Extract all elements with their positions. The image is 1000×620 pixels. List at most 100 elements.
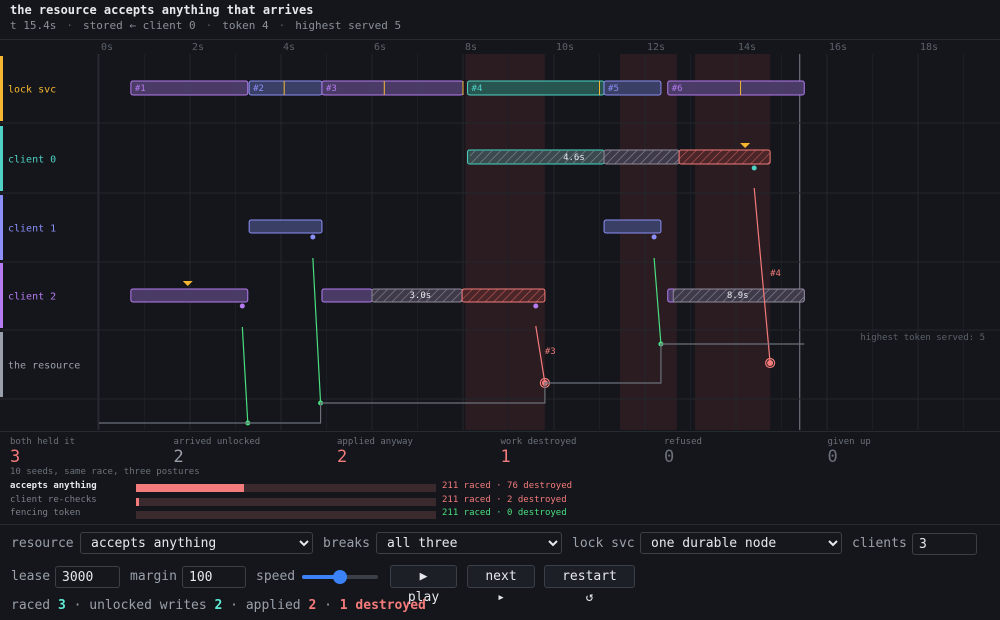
- lease-label: lease: [11, 569, 51, 584]
- speed-label: speed: [256, 569, 296, 584]
- lease-label: #2: [253, 84, 264, 94]
- write-dot: [751, 165, 757, 171]
- write-dot: [533, 303, 539, 309]
- danger-window: [695, 54, 771, 430]
- header: the resource accepts anything that arriv…: [0, 0, 1000, 40]
- stat-label: refused: [664, 437, 702, 447]
- axis-tick-label: 2s: [192, 42, 204, 53]
- stat-block: given up 0: [828, 437, 871, 467]
- locksvc-select[interactable]: one durable node: [640, 532, 842, 554]
- axis-tick-label: 16s: [829, 42, 847, 53]
- separator: ·: [205, 19, 213, 32]
- stat-label: work destroyed: [500, 437, 577, 447]
- danger-window: [465, 54, 545, 430]
- stat-value: 2: [173, 447, 184, 467]
- lane-label: lock svc: [8, 85, 56, 96]
- lane-label: client 1: [8, 224, 56, 235]
- danger-window: [619, 54, 677, 430]
- client2-pause-expired-bar: [461, 288, 546, 303]
- locksvc-label: lock svc: [572, 536, 635, 551]
- speed-slider[interactable]: [302, 570, 378, 584]
- separator: ·: [66, 19, 73, 32]
- unlocked-label: unlocked writes: [89, 598, 207, 613]
- lease-bar: [667, 80, 805, 96]
- write-dot: [310, 234, 316, 240]
- lane-marker: [0, 332, 3, 397]
- axis-tick-label: 12s: [647, 42, 665, 53]
- client2-pause-bar: [672, 288, 805, 303]
- client0-pause-expired-bar: [678, 149, 771, 165]
- stat-value: 0: [664, 447, 675, 467]
- client1-hold-bar: [248, 219, 323, 234]
- axis-tick-label: 8s: [465, 42, 477, 53]
- axis-tick-label: 18s: [920, 42, 938, 53]
- stat-block: both held it 3: [10, 437, 75, 467]
- stat-label: arrived unlocked: [173, 437, 261, 447]
- timeline: 0s 2s 4s 6s 8s 10s 12s 14s 16s 18s lock svc client…: [0, 40, 1000, 430]
- write-token-label: #4: [770, 269, 781, 279]
- raced-label: raced: [11, 598, 51, 613]
- restart-button[interactable]: restart ↺: [544, 565, 635, 605]
- stat-value: 1: [500, 447, 511, 467]
- unlocked-count: 2: [214, 598, 223, 613]
- breakdown-result: 211 raced · 0 destroyed: [442, 508, 567, 518]
- lane-marker: [0, 195, 3, 260]
- lane-label: the resource: [8, 361, 80, 372]
- stat-block: arrived unlocked 2: [174, 437, 261, 467]
- time-readout: t 15.4s: [10, 19, 57, 32]
- destroyed-ring: [765, 357, 776, 369]
- play-button[interactable]: ▶ play: [390, 565, 457, 605]
- breakdown-fill: [136, 497, 139, 506]
- stat-label: both held it: [10, 437, 76, 447]
- speed-slider-handle[interactable]: [333, 570, 347, 584]
- write-arrow: [312, 257, 322, 404]
- stat-value: 3: [10, 447, 21, 467]
- stat-label: applied anyway: [337, 437, 413, 447]
- separator: ·: [278, 19, 286, 32]
- breakdown-name: accepts anything: [10, 481, 97, 491]
- page-title: the resource accepts anything that arriv…: [10, 3, 314, 17]
- seeds-note: 10 seeds, same race, three postures: [10, 467, 200, 477]
- destroyed-count: 1 destroyed: [339, 598, 426, 613]
- pause-duration-label: 4.6s: [563, 153, 585, 163]
- gc-pause-marker: [182, 281, 193, 286]
- applied-label: applied: [245, 598, 301, 613]
- client0-pause-bar: [469, 151, 605, 163]
- breakdown-row: accepts anything 211 raced · 76 destroyed: [10, 481, 610, 493]
- breakdown-row: fencing token 211 raced · 0 destroyed: [10, 508, 610, 520]
- margin-input[interactable]: [182, 566, 246, 588]
- client1-hold-bar: [603, 219, 662, 234]
- breaks-select[interactable]: all three: [376, 532, 562, 554]
- status-line: t 15.4s · stored ← client 0 · token 4 · highes…: [10, 19, 401, 32]
- clients-input[interactable]: [912, 533, 977, 555]
- write-arrow-unlocked: [535, 325, 546, 384]
- lease-label: #4: [472, 84, 483, 94]
- margin-label: margin: [130, 569, 177, 584]
- token-readout: token 4: [222, 19, 269, 32]
- write-arrow: [653, 257, 662, 345]
- resource-select[interactable]: accepts anything: [80, 532, 313, 554]
- stored-readout: stored ← client 0: [82, 19, 196, 32]
- raced-count: 3: [57, 598, 66, 613]
- applied-count: 2: [308, 598, 317, 613]
- lease-label: #6: [672, 84, 683, 94]
- summary-line: raced 3 · unlocked writes 2 · applied 2 …: [11, 598, 426, 613]
- timeline-canvas: 0s 2s 4s 6s 8s 10s 12s 14s 16s 18s lock svc client…: [0, 42, 1000, 430]
- lane-marker: [0, 126, 3, 191]
- next-button[interactable]: next ▸: [467, 565, 535, 605]
- stat-block: refused 0: [664, 437, 702, 467]
- lease-input[interactable]: [55, 566, 120, 588]
- speed-slider-fill: [302, 575, 340, 579]
- lease-bar: [467, 80, 605, 96]
- lease-label: #1: [135, 84, 146, 94]
- lease-bar: [130, 80, 249, 96]
- stat-value: 0: [827, 447, 838, 467]
- breakdown-result: 211 raced · 2 destroyed: [442, 494, 567, 505]
- stats-panel: both held it 3 arrived unlocked 2 applied an…: [0, 431, 1000, 525]
- axis-tick-label: 4s: [283, 42, 295, 53]
- lease-label: #5: [608, 84, 619, 94]
- pause-duration-label: 8.9s: [727, 291, 749, 301]
- breakdown-fill: [136, 484, 244, 492]
- highest-token-note: highest token served: 5: [860, 333, 985, 343]
- lane-marker: [0, 263, 3, 328]
